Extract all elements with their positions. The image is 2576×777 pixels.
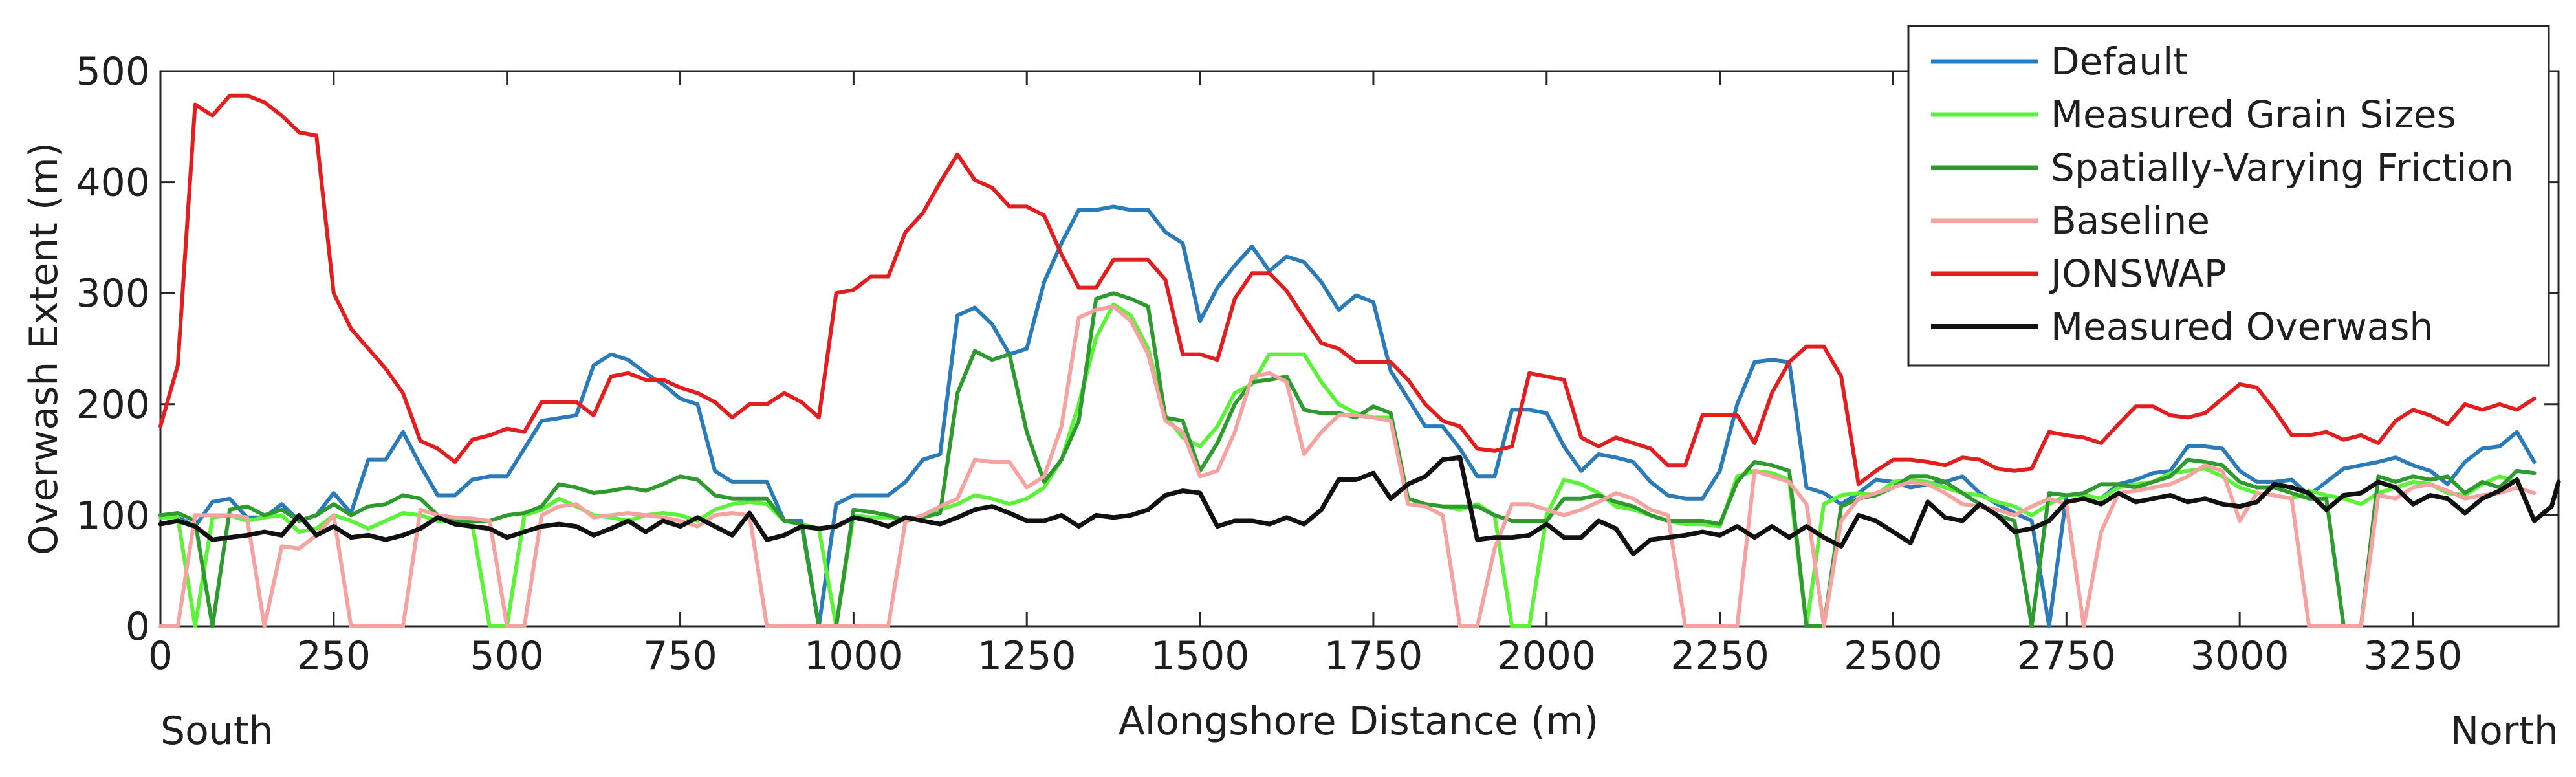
y-tick-label: 100 (76, 493, 150, 538)
x-tick-label: 0 (148, 633, 173, 679)
x-tick-label: 1250 (977, 633, 1076, 679)
x-tick-label: 2000 (1497, 633, 1596, 679)
legend-items: Default Measured Grain Sizes Spatially-Var… (1931, 39, 2514, 349)
series-lines (158, 93, 2561, 628)
x-tick-label: 2500 (1844, 633, 1943, 679)
series-line-default (158, 204, 2537, 628)
legend-label-jonswap: JONSWAP (2049, 252, 2227, 296)
x-axis-label: Alongshore Distance (m) (1119, 699, 1599, 744)
x-axis: 0 250 500 750 1000 1250 1500 1750 2000 2250 2500 27… (148, 71, 2462, 679)
series-line-baseline (158, 304, 2537, 628)
x-tick-label: 2750 (2017, 633, 2116, 679)
series-line-measured-overwash (158, 455, 2561, 556)
legend-label-baseline: Baseline (2051, 199, 2210, 243)
legend-box (1907, 25, 2550, 367)
x-tick-label: 500 (470, 633, 544, 679)
x-tick-label: 750 (643, 633, 717, 679)
y-axis: 0 100 200 300 400 500 (76, 49, 2559, 650)
x-tick-label: 2250 (1670, 633, 1769, 679)
plot-frame (159, 70, 2560, 628)
legend-label-spatially-varying-friction: Spatially-Varying Friction (2051, 146, 2514, 190)
legend-label-measured-grain-sizes: Measured Grain Sizes (2051, 93, 2456, 137)
x-tick-label: 3250 (2364, 633, 2463, 679)
y-tick-label: 0 (126, 604, 150, 650)
y-tick-label: 400 (76, 160, 150, 206)
x-tick-label: 3000 (2190, 633, 2289, 679)
series-line-measured-grain-sizes (158, 302, 2537, 628)
x-tick-label: 1500 (1151, 633, 1250, 679)
x-tick-label: 250 (297, 633, 371, 679)
y-tick-label: 300 (76, 271, 150, 316)
legend-label-measured-overwash: Measured Overwash (2051, 305, 2433, 349)
north-annotation: North (2450, 708, 2559, 754)
legend-label-default: Default (2051, 39, 2188, 83)
legend: Default Measured Grain Sizes Spatially-Var… (1907, 25, 2550, 367)
plot-area: 0 100 200 300 400 500 0 250 500 750 1000 1250 1500 1… (76, 49, 2561, 679)
y-axis-label: Overwash Extent (m) (21, 142, 67, 555)
x-tick-label: 1000 (804, 633, 903, 679)
y-tick-label: 200 (76, 382, 150, 428)
south-annotation: South (160, 708, 273, 754)
y-tick-label: 500 (76, 49, 150, 94)
series-line-jonswap (158, 93, 2537, 487)
x-tick-label: 1750 (1324, 633, 1423, 679)
